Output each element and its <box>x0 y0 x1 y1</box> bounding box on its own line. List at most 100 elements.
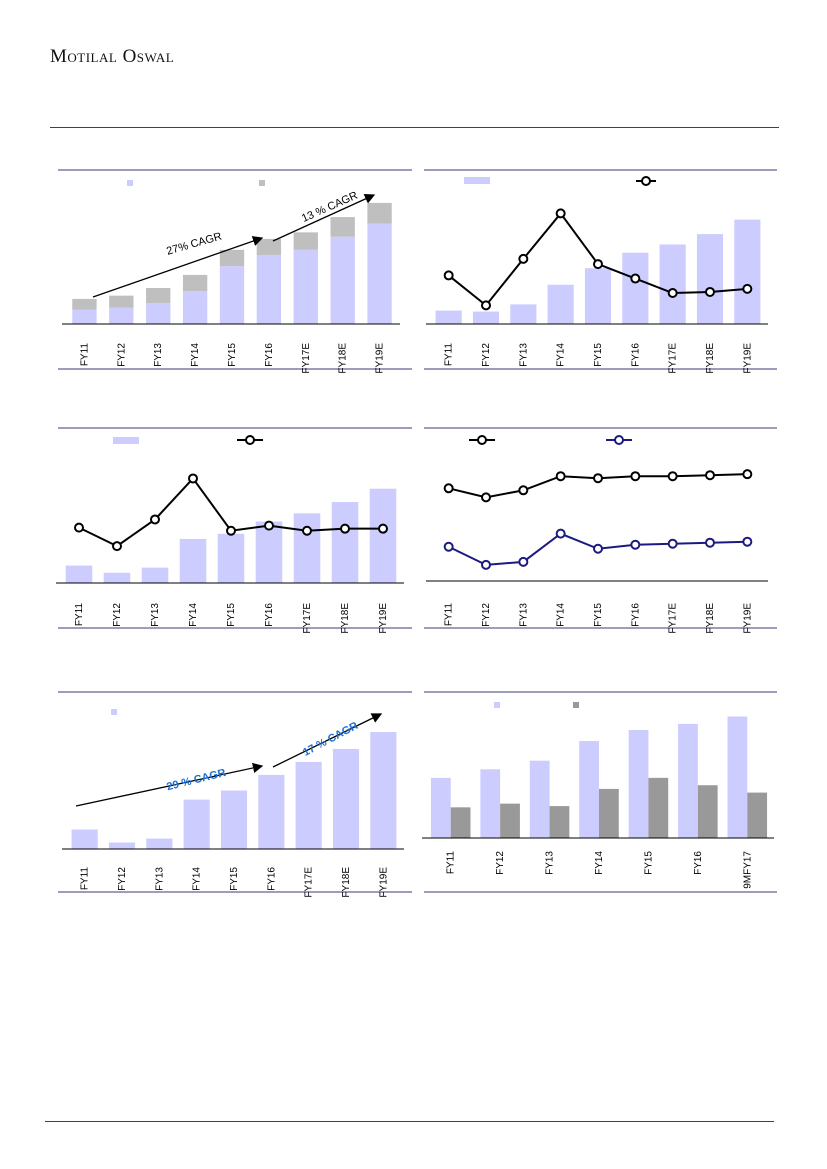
point-fy18e-s0 <box>340 523 350 534</box>
tick-label-9mfy17: 9MFY17 <box>742 851 753 889</box>
bar-fy19e <box>370 732 397 849</box>
bar-fy16-s1 <box>256 238 282 256</box>
tick-label-fy12: FY12 <box>116 343 127 367</box>
point-fy12-s0 <box>481 492 491 503</box>
bar-fy11 <box>65 565 93 583</box>
bar-fy19e-s0 <box>367 223 392 324</box>
bar-9mfy17-s0 <box>727 716 748 838</box>
point-fy11-s1 <box>443 541 454 552</box>
point-fy18e-s0 <box>705 470 715 481</box>
tick-label-fy18e: FY18E <box>705 343 716 374</box>
tick-label-fy13: FY13 <box>518 343 529 367</box>
tick-label-fy15: FY15 <box>643 851 654 875</box>
bar-fy11-s0 <box>430 777 451 838</box>
tick-label-fy16: FY16 <box>630 603 641 627</box>
tick-label-fy13: FY13 <box>153 343 164 367</box>
legend-marker-1 <box>245 435 255 445</box>
point-fy16-s0 <box>264 520 274 531</box>
bar-fy15-s0 <box>628 730 649 838</box>
point-fy16-s0 <box>630 471 641 482</box>
point-fy11-s0 <box>443 270 454 281</box>
tick-label-fy17e: FY17E <box>304 867 315 898</box>
point-fy15-s0 <box>593 473 603 484</box>
tick-label-fy12: FY12 <box>495 851 506 875</box>
bar-fy14-s0 <box>579 741 599 838</box>
tick-label-fy17e: FY17E <box>302 603 313 634</box>
cagr-label-0: 29 % CAGR <box>165 767 227 793</box>
bar-fy16 <box>255 521 283 583</box>
tick-label-fy19e: FY19E <box>378 867 389 898</box>
bar-fy16-s1 <box>697 785 718 838</box>
bar-fy15 <box>220 790 248 849</box>
point-fy15-s0 <box>226 525 236 536</box>
tick-label-fy14: FY14 <box>192 867 203 891</box>
bar-fy15-s0 <box>219 266 245 324</box>
point-fy17e-s0 <box>667 288 678 298</box>
chart-c3: FY11 FY12 FY13 FY14 FY15 FY16 FY17E FY18E FY19E <box>56 427 412 634</box>
bar-fy11-s1 <box>450 807 471 838</box>
bar-fy11 <box>435 310 462 324</box>
legend-marker-1 <box>641 176 651 186</box>
tick-label-fy16: FY16 <box>630 343 641 367</box>
point-fy13-s0 <box>518 485 529 496</box>
tick-label-fy19e: FY19E <box>375 343 386 374</box>
cagr-label-0: 27% CAGR <box>165 230 223 257</box>
bar-fy13-s1 <box>146 288 171 304</box>
point-fy12-s0 <box>481 300 491 311</box>
bar-fy14 <box>547 284 574 324</box>
point-fy14-s1 <box>555 528 566 539</box>
cagr-arrow-1 <box>272 713 383 768</box>
tick-label-fy14: FY14 <box>594 851 605 875</box>
bar-fy14-s1 <box>599 788 619 838</box>
legend-swatch-1 <box>573 702 579 708</box>
tick-label-fy19e: FY19E <box>742 343 753 374</box>
bar-fy16-s0 <box>678 723 698 838</box>
bar-fy16-s0 <box>256 255 282 324</box>
point-fy12-s0 <box>112 541 122 552</box>
point-fy17e-s1 <box>667 538 678 549</box>
point-fy18e-s1 <box>705 537 715 548</box>
tick-label-fy15: FY15 <box>227 343 238 367</box>
tick-label-fy17e: FY17E <box>668 603 679 634</box>
tick-label-fy15: FY15 <box>226 603 237 627</box>
point-fy13-s0 <box>150 514 160 525</box>
tick-label-fy18e: FY18E <box>341 867 352 898</box>
tick-label-fy13: FY13 <box>150 603 161 627</box>
chart-c1: FY11 FY12 FY13 FY14 FY15 FY16 FY17E FY18E FY19E 2… <box>58 169 412 374</box>
chart-c6: FY11 FY12 FY13 FY14 FY15 FY16 9MFY17 <box>422 691 777 893</box>
bar-fy12 <box>108 842 136 849</box>
tick-label-fy11: FY11 <box>444 603 455 627</box>
chart-c5: FY11 FY12 FY13 FY14 FY15 FY16 FY17E FY18E FY19E 2… <box>58 691 412 898</box>
point-fy13-s1 <box>518 556 529 567</box>
tick-label-fy11: FY11 <box>80 867 91 891</box>
bar-fy18e <box>331 502 359 583</box>
point-fy14-s0 <box>555 471 566 482</box>
tick-label-fy11: FY11 <box>446 851 457 875</box>
point-fy12-s1 <box>481 559 491 570</box>
legend-swatch-0 <box>113 437 139 444</box>
bar-fy13-s1 <box>549 806 570 838</box>
bar-fy17e <box>295 761 322 849</box>
tick-label-fy14: FY14 <box>556 343 567 367</box>
tick-label-fy16: FY16 <box>266 867 277 891</box>
tick-label-fy11: FY11 <box>74 603 85 627</box>
tick-label-fy12: FY12 <box>112 603 123 627</box>
bar-fy12-s1 <box>109 295 134 308</box>
bar-fy12-s0 <box>109 307 134 324</box>
bar-fy18e <box>696 234 724 324</box>
tick-label-fy15: FY15 <box>593 343 604 367</box>
tick-label-fy17e: FY17E <box>668 343 679 374</box>
tick-label-fy14: FY14 <box>188 603 199 627</box>
tick-label-fy13: FY13 <box>545 851 556 875</box>
point-fy15-s0 <box>593 259 603 270</box>
tick-label-fy11: FY11 <box>444 343 455 367</box>
bar-fy19e-s1 <box>367 202 392 224</box>
bar-fy16 <box>258 774 285 849</box>
point-fy16-s0 <box>630 273 641 284</box>
bar-fy13 <box>141 567 169 583</box>
chart-c4: FY11 FY12 FY13 FY14 FY15 FY16 FY17E FY18E FY19E <box>424 427 777 634</box>
bar-fy12-s0 <box>480 769 501 838</box>
tick-label-fy11: FY11 <box>79 343 90 367</box>
legend-swatch-0 <box>127 180 133 186</box>
header-rule <box>50 127 779 128</box>
